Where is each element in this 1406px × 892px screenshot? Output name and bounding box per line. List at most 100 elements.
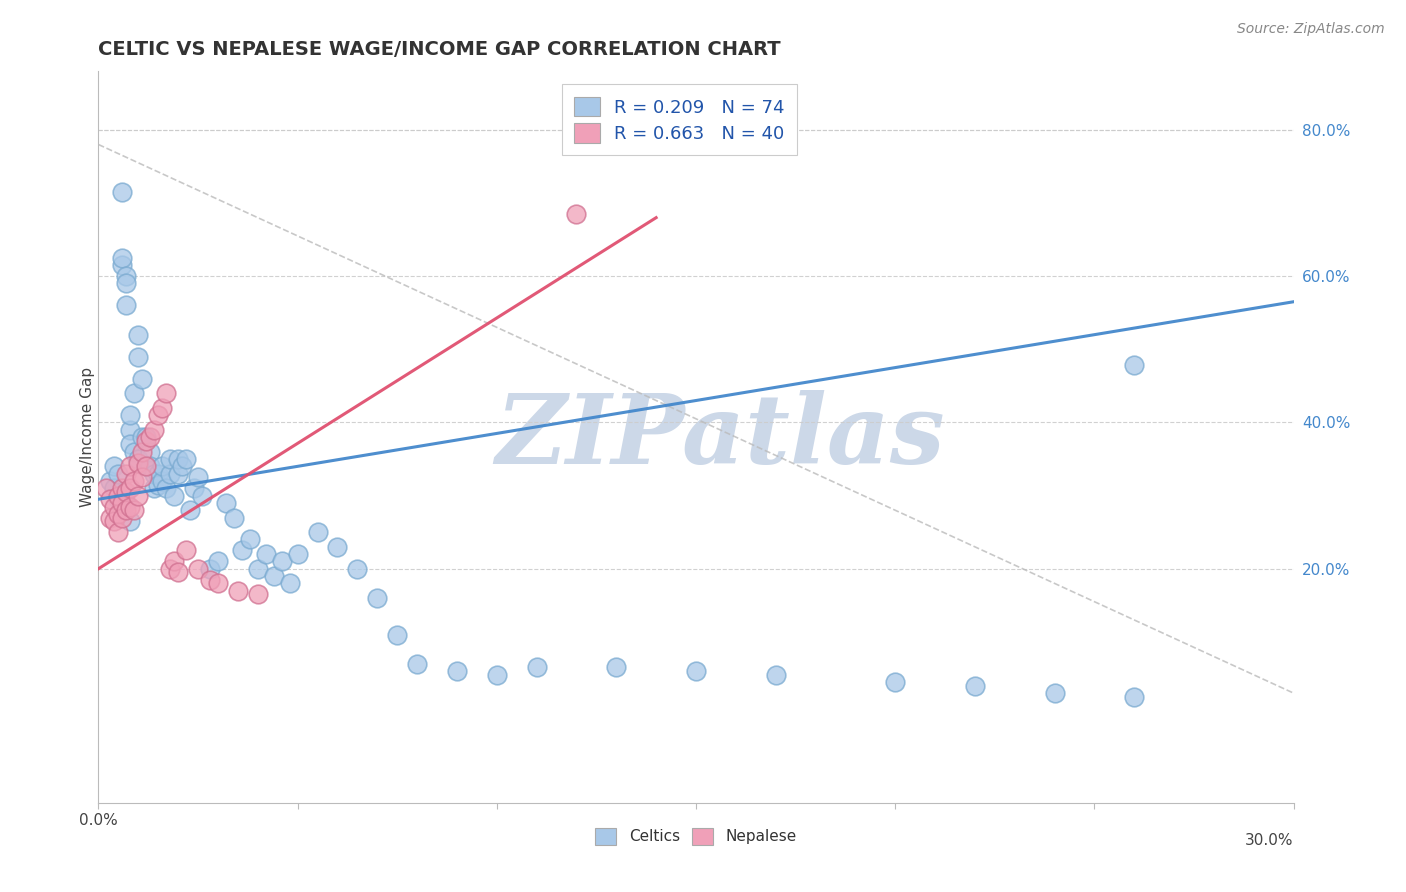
Point <box>278 576 301 591</box>
Point <box>150 401 173 415</box>
Point <box>115 269 138 284</box>
Point <box>127 452 149 467</box>
Point <box>96 481 118 495</box>
Point <box>131 371 153 385</box>
Point <box>159 562 181 576</box>
Point <box>127 350 149 364</box>
Point <box>150 474 173 488</box>
Point <box>1123 690 1146 704</box>
Point <box>115 467 138 481</box>
Point <box>263 569 285 583</box>
Point <box>111 258 134 272</box>
Point <box>155 481 177 495</box>
Point <box>159 452 181 467</box>
Point <box>107 507 129 521</box>
Point <box>765 667 787 681</box>
Point <box>124 386 146 401</box>
Point <box>246 562 269 576</box>
Point <box>198 562 221 576</box>
Point <box>307 525 329 540</box>
Point <box>148 477 170 491</box>
Point <box>115 503 138 517</box>
Point <box>155 386 177 401</box>
Point <box>139 444 162 458</box>
Point <box>172 459 194 474</box>
Point <box>1043 686 1066 700</box>
Point <box>207 554 229 568</box>
Point <box>174 543 197 558</box>
Point <box>605 660 627 674</box>
Point <box>179 503 201 517</box>
Point <box>131 470 153 484</box>
Point <box>98 474 122 488</box>
Point <box>139 430 162 444</box>
Point <box>115 496 138 510</box>
Point <box>163 489 186 503</box>
Point <box>485 667 508 681</box>
Point <box>120 459 142 474</box>
Point <box>143 481 166 495</box>
Point <box>111 496 134 510</box>
Point <box>115 277 138 291</box>
Point <box>148 408 170 422</box>
Text: CELTIC VS NEPALESE WAGE/INCOME GAP CORRELATION CHART: CELTIC VS NEPALESE WAGE/INCOME GAP CORRE… <box>98 39 782 59</box>
Point <box>143 467 166 481</box>
Point <box>103 481 125 495</box>
Point <box>150 459 173 474</box>
Point <box>215 496 238 510</box>
Point <box>446 664 468 678</box>
Point <box>191 489 214 503</box>
Point <box>167 467 190 481</box>
Point <box>346 562 368 576</box>
Point <box>139 459 162 474</box>
Point <box>239 533 262 547</box>
Point <box>270 554 292 568</box>
Point <box>124 503 146 517</box>
Point <box>246 587 269 601</box>
Point <box>963 679 986 693</box>
Point <box>187 562 209 576</box>
Point <box>167 452 190 467</box>
Point <box>124 444 146 458</box>
Point <box>103 500 125 514</box>
Point <box>131 430 153 444</box>
Point <box>120 437 142 451</box>
Point <box>111 185 134 199</box>
Text: ZIPatlas: ZIPatlas <box>495 390 945 484</box>
Point <box>98 510 122 524</box>
Point <box>120 514 142 528</box>
Point <box>231 543 253 558</box>
Point <box>565 207 588 221</box>
Point <box>135 459 157 474</box>
Point <box>98 492 122 507</box>
Point <box>148 467 170 481</box>
Point <box>115 485 138 500</box>
Point <box>120 408 142 422</box>
Point <box>111 481 134 495</box>
Point <box>198 573 221 587</box>
Point <box>222 510 245 524</box>
Point <box>167 566 190 580</box>
Point <box>120 500 142 514</box>
Point <box>135 459 157 474</box>
Point <box>107 467 129 481</box>
Point <box>207 576 229 591</box>
Point <box>187 470 209 484</box>
Point <box>385 627 409 641</box>
Point <box>226 583 249 598</box>
Point <box>159 467 181 481</box>
Point <box>127 327 149 342</box>
Point <box>111 510 134 524</box>
Point <box>107 525 129 540</box>
Point <box>406 657 429 671</box>
Point <box>103 514 125 528</box>
Point <box>163 554 186 568</box>
Point <box>135 434 157 448</box>
Point <box>107 492 129 507</box>
Point <box>1123 359 1146 373</box>
Legend: Celtics, Nepalese: Celtics, Nepalese <box>586 819 806 854</box>
Point <box>127 456 149 470</box>
Point <box>131 444 153 458</box>
Text: Source: ZipAtlas.com: Source: ZipAtlas.com <box>1237 22 1385 37</box>
Point <box>526 660 548 674</box>
